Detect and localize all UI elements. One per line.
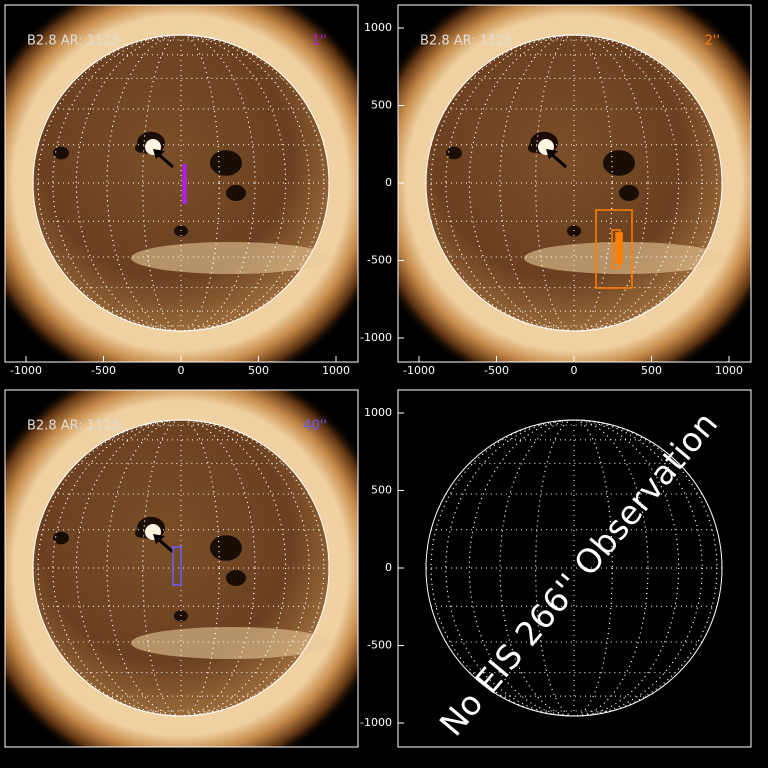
x-tick-label: 500	[248, 364, 269, 377]
meridian	[106, 34, 256, 332]
meridian	[142, 34, 220, 332]
dark-region	[619, 185, 639, 201]
x-tick-label: -500	[91, 364, 116, 377]
x-tick-label: -500	[484, 364, 509, 377]
meridian	[52, 419, 310, 717]
dark-region	[210, 150, 242, 176]
panel-content	[5, 5, 358, 362]
x-tick-label: 0	[571, 364, 578, 377]
arrow-head	[153, 534, 165, 544]
label: B2.8 AR: 1125	[420, 34, 513, 49]
x-tick-label: 500	[641, 364, 662, 377]
meridian	[75, 34, 287, 332]
slit-box	[172, 546, 182, 586]
y-tick-label: 0	[385, 561, 392, 574]
meridian	[106, 419, 256, 717]
dark-region	[210, 535, 242, 561]
message: No EIS 266'' Observation	[432, 404, 725, 743]
x-tick-label: -1000	[10, 364, 42, 377]
meridian	[52, 34, 310, 332]
y-tick-label: -1000	[360, 716, 392, 729]
slit-width: 2''	[705, 34, 720, 49]
meridian	[499, 34, 649, 332]
slit-box	[615, 232, 623, 264]
frame	[4, 389, 359, 748]
meridian	[499, 419, 649, 717]
arrow-head	[546, 149, 558, 159]
dark-region	[53, 146, 69, 160]
panel: B2.8 AR: 1125 1'' -1000 -500 0 500 1000	[4, 4, 359, 377]
meridian	[445, 419, 703, 717]
dark-region	[226, 570, 246, 586]
dark-region	[446, 146, 462, 160]
limb	[425, 34, 723, 332]
dark-region	[603, 150, 635, 176]
x-tick-label: 1000	[322, 364, 350, 377]
meridian	[445, 34, 703, 332]
panel-content	[398, 5, 751, 362]
slit-box	[182, 164, 187, 204]
panel: B2.8 AR: 1125 40''	[4, 389, 359, 748]
dark-region	[226, 185, 246, 201]
y-tick-label: 500	[371, 99, 392, 112]
y-tick-label: -1000	[360, 331, 392, 344]
y-tick-label: 1000	[364, 406, 392, 419]
slit-width: 1''	[312, 34, 327, 49]
dark-region	[53, 531, 69, 545]
y-tick-label: -500	[367, 254, 392, 267]
y-tick-label: 1000	[364, 21, 392, 34]
x-tick-label: 0	[178, 364, 185, 377]
meridian	[468, 34, 680, 332]
limb	[32, 419, 330, 717]
slit-box	[595, 209, 633, 289]
label: B2.8 AR: 1125	[27, 34, 120, 49]
panel: -1000 -500 0 500 1000	[360, 389, 752, 748]
solar-disk	[33, 35, 329, 331]
limb	[32, 34, 330, 332]
y-tick-label: -500	[367, 639, 392, 652]
panel: B2.8 AR: 1125 2'' -1000 -500 0 500 1000 -1000 -5…	[360, 4, 752, 377]
label: B2.8 AR: 1125	[27, 419, 120, 434]
solar-disk	[426, 35, 722, 331]
x-tick-label: 1000	[715, 364, 743, 377]
x-tick-label: -1000	[403, 364, 435, 377]
limb	[425, 419, 723, 717]
meridian	[75, 419, 287, 717]
arrow-head	[153, 149, 165, 159]
meridian	[142, 419, 220, 717]
panel-content	[5, 390, 358, 747]
slit-width: 40''	[303, 419, 327, 434]
y-tick-label: 500	[371, 484, 392, 497]
y-tick-label: 0	[385, 176, 392, 189]
meridian	[468, 419, 680, 717]
